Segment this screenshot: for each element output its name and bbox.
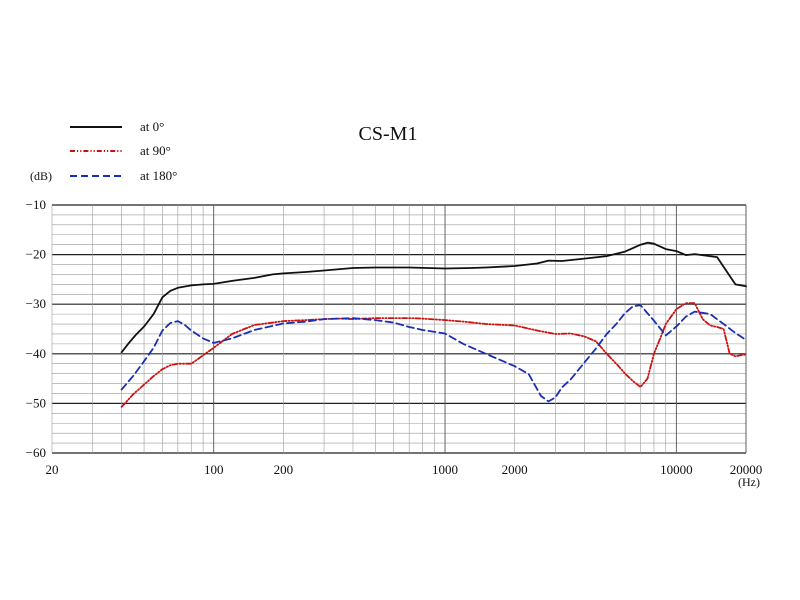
- x-tick-label: 20000: [730, 462, 763, 477]
- y-tick-label: −60: [26, 445, 46, 460]
- legend-label: at 0°: [140, 119, 164, 134]
- x-tick-label: 10000: [660, 462, 693, 477]
- y-tick-label: −10: [26, 197, 46, 212]
- x-tick-label: 100: [204, 462, 224, 477]
- x-axis-unit-label: (Hz): [738, 475, 760, 489]
- x-tick-label: 200: [274, 462, 294, 477]
- legend-label: at 90°: [140, 143, 171, 158]
- legend-label: at 180°: [140, 168, 177, 183]
- x-tick-label: 20: [46, 462, 59, 477]
- chart-title: CS-M1: [359, 123, 418, 145]
- y-tick-label: −30: [26, 296, 46, 311]
- y-axis-unit-label: (dB): [30, 169, 52, 183]
- series-line-at-180: [120, 304, 747, 403]
- series-group: [120, 241, 747, 408]
- y-tick-label: −20: [26, 247, 46, 262]
- y-tick-label: −50: [26, 395, 46, 410]
- legend: at 0° at 90° at 180°: [70, 119, 177, 183]
- x-tick-label: 2000: [502, 462, 528, 477]
- x-tick-label: 1000: [432, 462, 458, 477]
- y-tick-label: −40: [26, 346, 46, 361]
- series-line-at-90: [120, 302, 747, 408]
- series-line-at-0: [120, 241, 747, 354]
